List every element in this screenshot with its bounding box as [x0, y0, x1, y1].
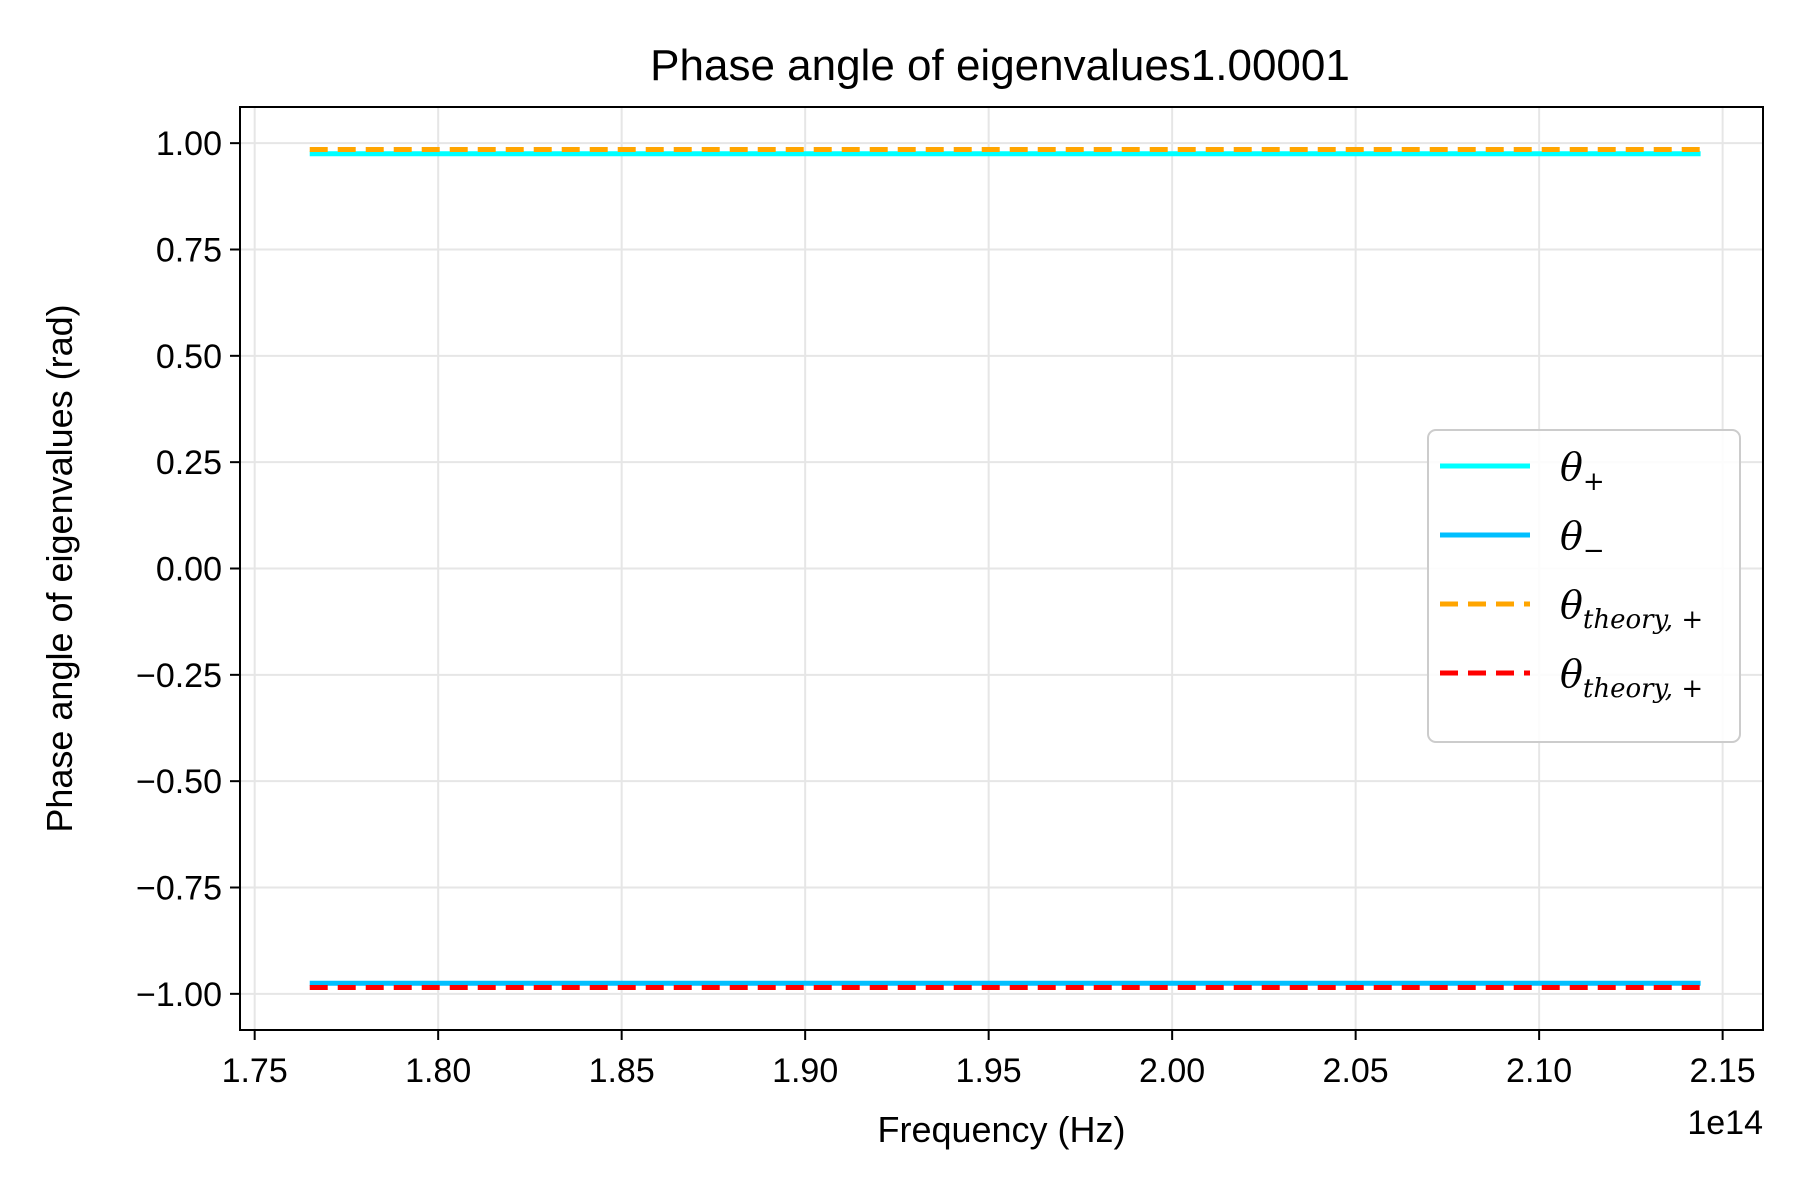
legend-symbol: θ [1560, 514, 1583, 558]
y-tick-label: 0.25 [156, 444, 222, 482]
legend-entry-1: θ− [1560, 514, 1605, 566]
x-tick-label: 2.15 [1690, 1052, 1756, 1090]
legend-subscript: + [1583, 467, 1605, 497]
legend-subscript: theory, + [1583, 674, 1703, 704]
y-axis-ticks: 1.00 0.75 0.50 0.25 0.00 −0.25 −0.50 −0.75 −1.00 [136, 125, 240, 1014]
x-axis-label: Frequency (Hz) [877, 1109, 1125, 1150]
legend-symbol: θ [1560, 583, 1583, 627]
chart-title: Phase angle of eigenvalues1.00001 [650, 41, 1350, 90]
y-tick-label: −1.00 [136, 976, 222, 1014]
y-tick-label: −0.75 [136, 870, 222, 908]
legend-symbol: θ [1560, 652, 1583, 696]
y-tick-label: −0.25 [136, 657, 222, 695]
legend-symbol: θ [1560, 445, 1583, 489]
x-axis-offset-label: 1e14 [1687, 1104, 1763, 1142]
y-tick-label: 0.50 [156, 338, 222, 376]
x-tick-label: 2.05 [1323, 1052, 1389, 1090]
y-tick-label: 0.00 [156, 551, 222, 589]
x-tick-label: 1.80 [405, 1052, 471, 1090]
legend-entry-2: θtheory, + [1560, 583, 1703, 635]
x-tick-label: 1.90 [772, 1052, 838, 1090]
x-axis-ticks: 1.75 1.80 1.85 1.90 1.95 2.00 2.05 2.10 2.15 [222, 1030, 1756, 1090]
x-tick-label: 2.00 [1139, 1052, 1205, 1090]
series-lines [309, 147, 1701, 990]
y-tick-label: 1.00 [156, 125, 222, 163]
y-tick-label: −0.50 [136, 763, 222, 801]
legend-subscript: − [1583, 536, 1605, 566]
x-tick-label: 2.10 [1506, 1052, 1572, 1090]
x-tick-label: 1.85 [589, 1052, 655, 1090]
legend-subscript: theory, + [1583, 605, 1703, 635]
legend-entry-0: θ+ [1560, 445, 1605, 497]
x-tick-label: 1.75 [222, 1052, 288, 1090]
x-tick-label: 1.95 [956, 1052, 1022, 1090]
y-axis-label: Phase angle of eigenvalues (rad) [39, 304, 80, 832]
y-tick-label: 0.75 [156, 231, 222, 269]
legend: θ+θ−θtheory, +θtheory, + [1427, 429, 1741, 743]
legend-frame [1427, 429, 1741, 743]
legend-entry-3: θtheory, + [1560, 652, 1703, 704]
